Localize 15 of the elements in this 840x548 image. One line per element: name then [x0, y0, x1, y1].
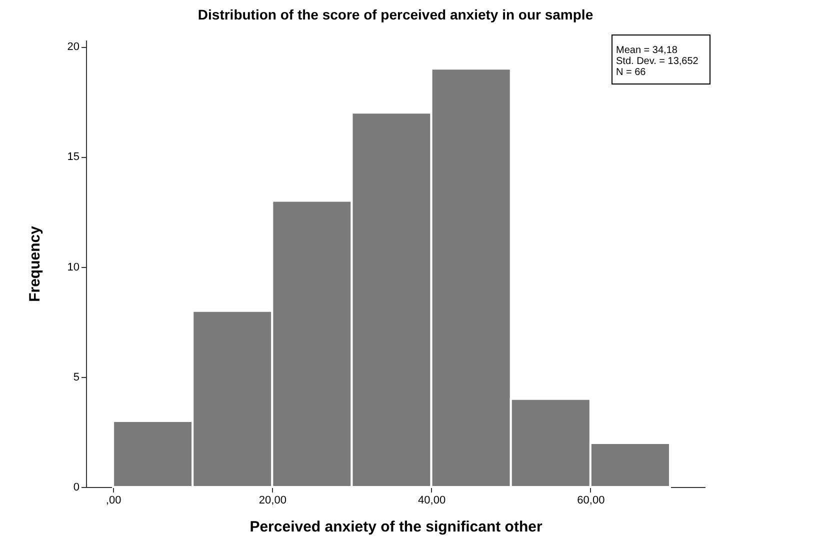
y-tick-label: 5 — [73, 371, 80, 384]
y-axis-title: Frequency — [26, 225, 44, 302]
y-tick-label: 20 — [67, 41, 80, 54]
chart-title: Distribution of the score of perceived anxiety in our sample — [198, 6, 594, 22]
x-tick-label: 40,00 — [418, 494, 446, 506]
x-tick-label: ,00 — [106, 494, 122, 506]
y-tick-label: 10 — [67, 261, 80, 274]
x-tick-label: 60,00 — [577, 494, 605, 506]
x-tick-label: 20,00 — [258, 494, 286, 506]
annotation: Mean = 34,18 — [616, 45, 678, 56]
y-tick-label: 15 — [67, 151, 80, 164]
annotation: N = 66 — [616, 67, 646, 78]
x-axis-title: Perceived anxiety of the significant other — [250, 518, 542, 536]
annotation: Std. Dev. = 13,652 — [616, 56, 699, 67]
y-tick-label: 0 — [73, 482, 80, 494]
